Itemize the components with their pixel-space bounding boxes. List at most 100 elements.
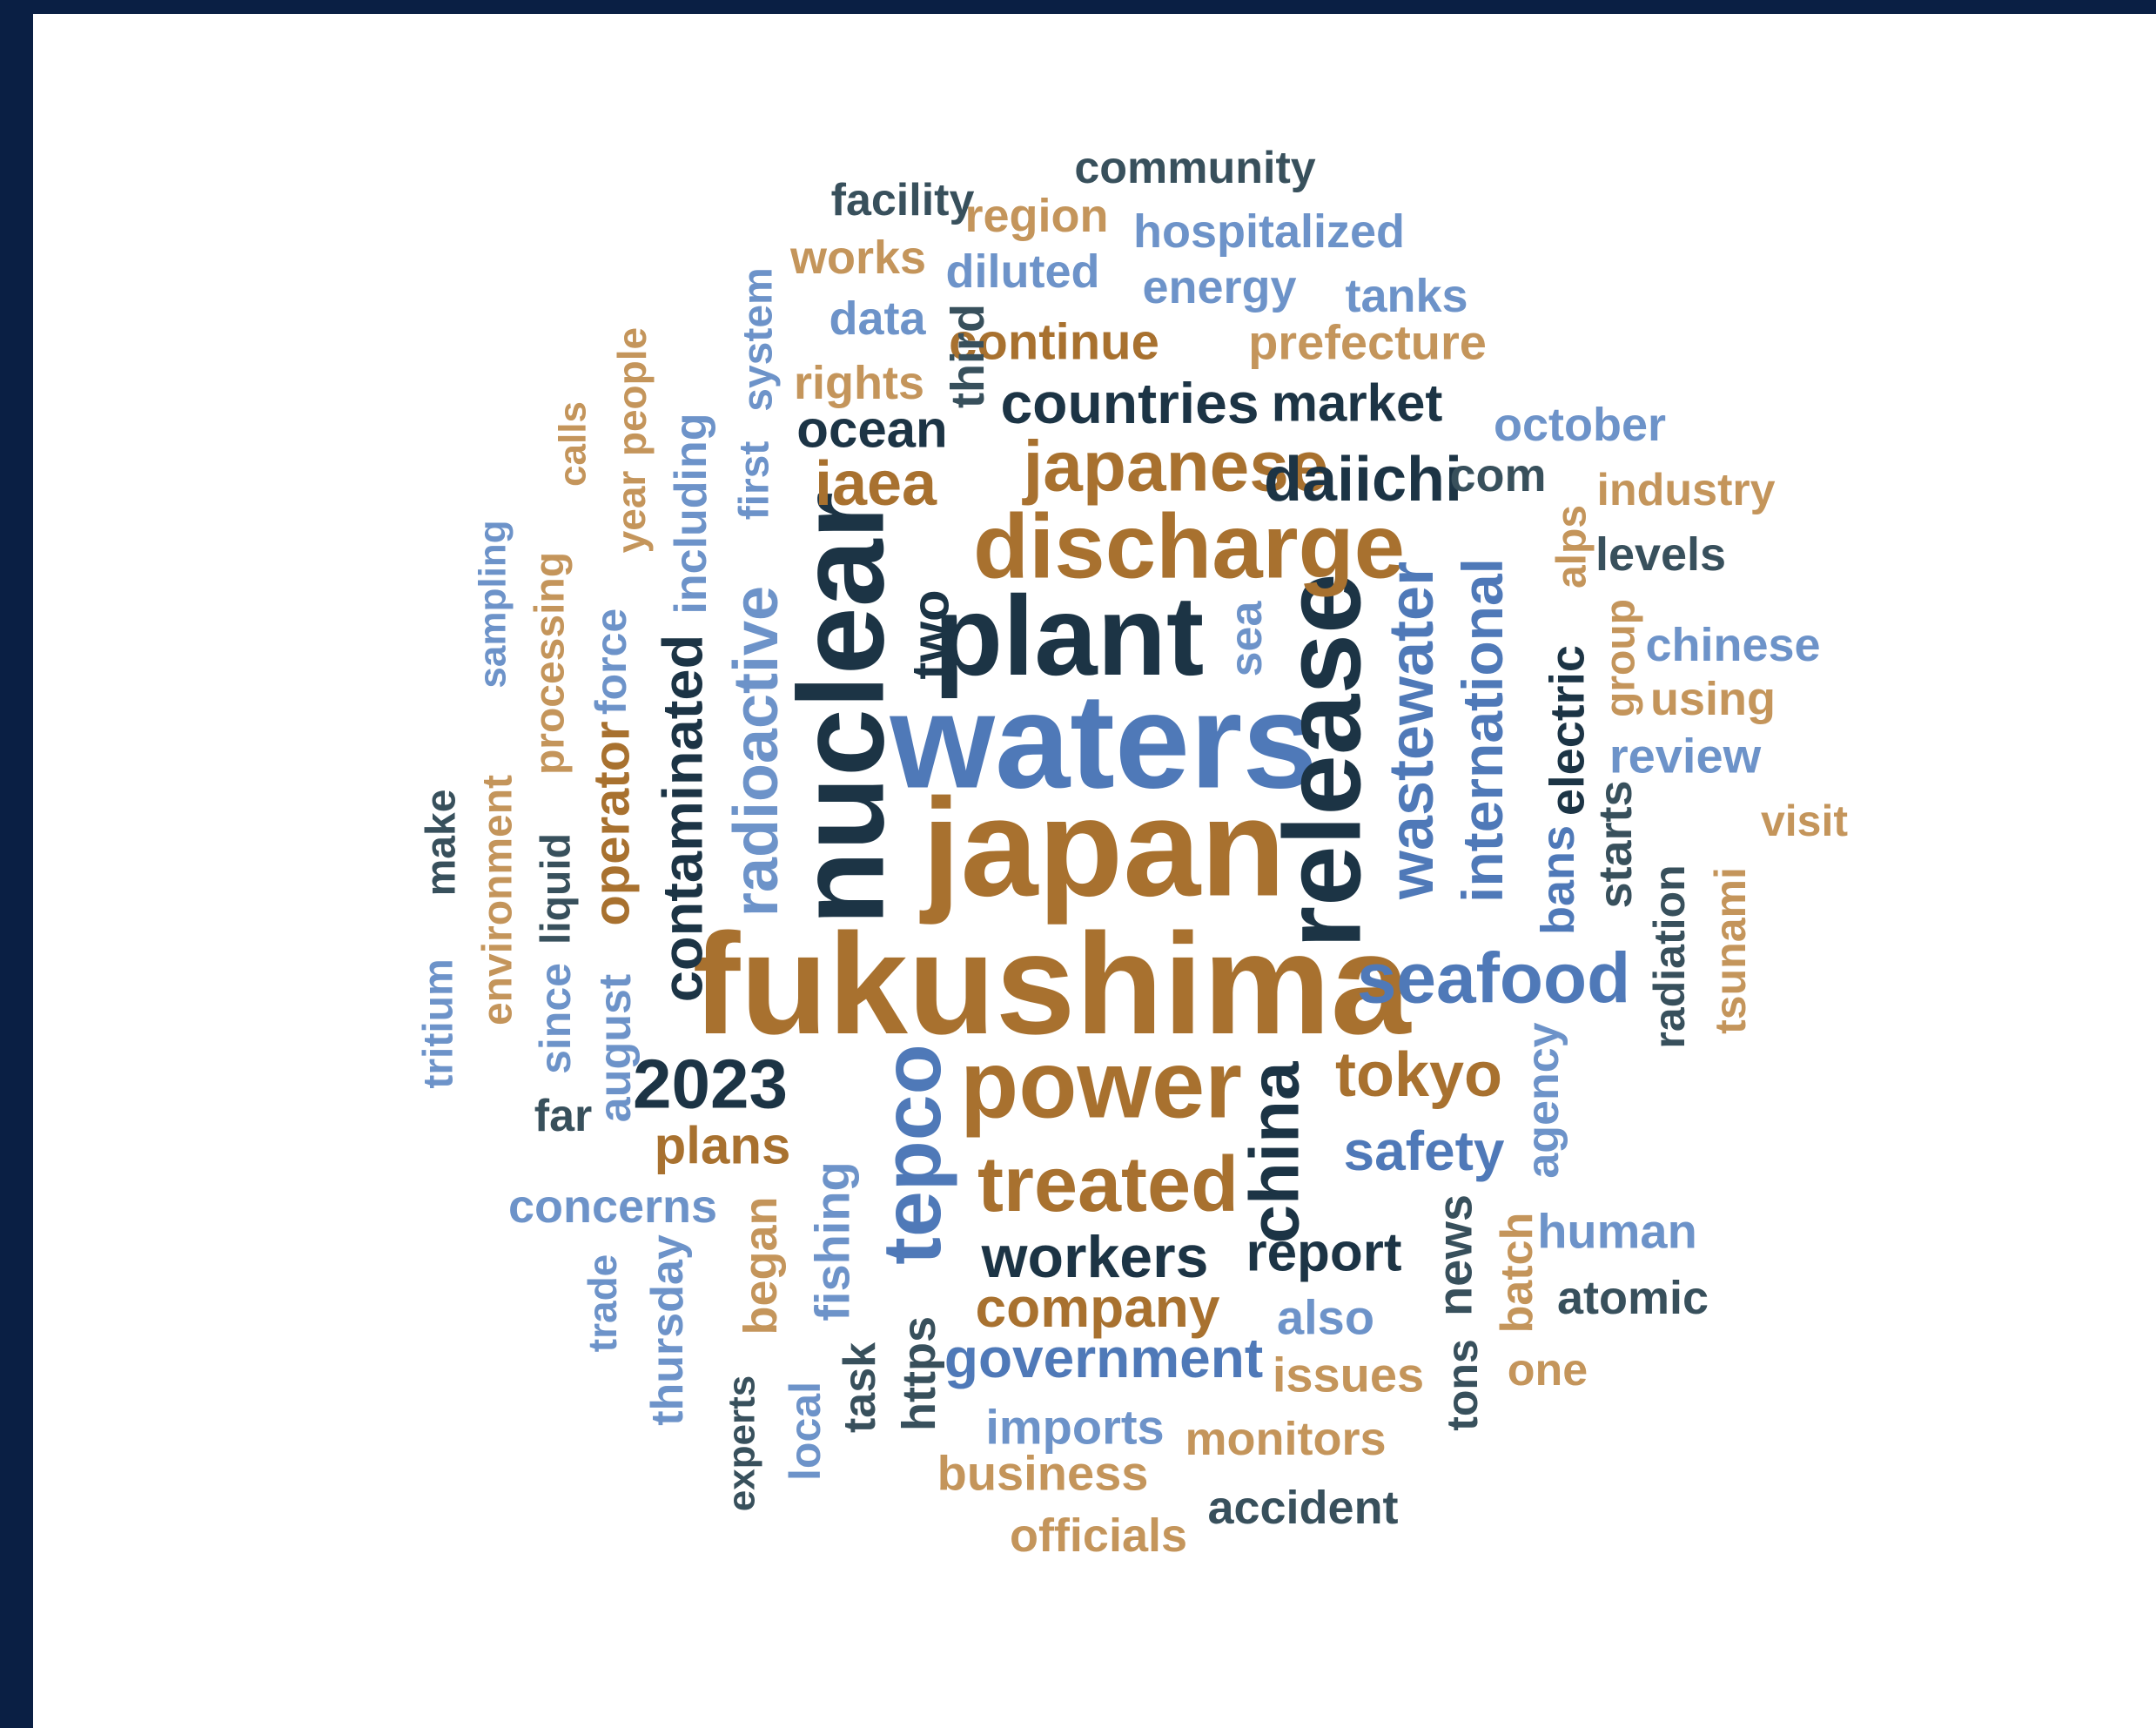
word-https: https bbox=[893, 1316, 945, 1431]
word-environment: environment bbox=[475, 775, 521, 1025]
word-third: third bbox=[942, 304, 994, 408]
word-china: china bbox=[1236, 1061, 1313, 1243]
word-visit: visit bbox=[1761, 797, 1848, 845]
word-ocean: ocean bbox=[796, 400, 947, 459]
word-radiation: radiation bbox=[1645, 864, 1694, 1048]
word-safety: safety bbox=[1344, 1120, 1505, 1182]
word-sampling: sampling bbox=[472, 520, 514, 688]
word-government: government bbox=[944, 1327, 1263, 1389]
word-chinese: chinese bbox=[1645, 619, 1820, 671]
word-power: power bbox=[960, 1032, 1242, 1139]
word-japan: japan bbox=[919, 770, 1286, 925]
word-data: data bbox=[829, 292, 926, 345]
word-liquid: liquid bbox=[534, 833, 580, 945]
word-discharge: discharge bbox=[973, 496, 1405, 598]
word-task: task bbox=[835, 1342, 885, 1433]
word-experts: experts bbox=[721, 1375, 763, 1512]
word-wastewater: wastewater bbox=[1377, 561, 1447, 900]
word-report: report bbox=[1246, 1223, 1401, 1283]
word-issues: issues bbox=[1273, 1348, 1424, 1402]
word-community: community bbox=[1074, 143, 1315, 193]
word-far: far bbox=[534, 1091, 592, 1141]
word-officials: officials bbox=[1010, 1509, 1187, 1562]
word-international: international bbox=[1450, 558, 1515, 903]
word-energy: energy bbox=[1142, 261, 1296, 313]
word-august: august bbox=[590, 974, 641, 1122]
word-atomic: atomic bbox=[1557, 1272, 1709, 1324]
word-japanese: japanese bbox=[1022, 427, 1329, 507]
word-release: release bbox=[1263, 574, 1384, 949]
word-accident: accident bbox=[1207, 1482, 1398, 1534]
word-news: news bbox=[1427, 1194, 1482, 1316]
word-plans: plans bbox=[655, 1117, 791, 1175]
word-concerns: concerns bbox=[508, 1180, 717, 1233]
word-make: make bbox=[419, 790, 465, 897]
word-calls: calls bbox=[552, 401, 594, 487]
word-tanks: tanks bbox=[1345, 270, 1468, 322]
word-daiichi: daiichi bbox=[1264, 445, 1462, 514]
word-rights: rights bbox=[794, 357, 924, 409]
word-cloud-panel: fukushima japan waters nuclear plant release d… bbox=[33, 14, 2156, 1728]
word-tons: tons bbox=[1438, 1339, 1487, 1431]
word-using: using bbox=[1650, 673, 1776, 725]
word-starts: starts bbox=[1589, 780, 1642, 908]
word-tsunami: tsunami bbox=[1706, 867, 1755, 1034]
word-plant: plant bbox=[934, 572, 1205, 699]
word-company: company bbox=[976, 1276, 1220, 1339]
word-2023: 2023 bbox=[633, 1046, 788, 1123]
word-tokyo: tokyo bbox=[1335, 1040, 1502, 1110]
word-thursday: thursday bbox=[642, 1234, 693, 1426]
word-force: force bbox=[587, 608, 635, 715]
word-market: market bbox=[1272, 374, 1443, 433]
word-alps: alps bbox=[1549, 505, 1595, 588]
word-com: com bbox=[1449, 449, 1546, 501]
word-sea: sea bbox=[1221, 601, 1272, 677]
word-contaminated: contaminated bbox=[651, 635, 715, 1003]
word-fukushima: fukushima bbox=[692, 904, 1411, 1064]
word-countries: countries bbox=[1000, 371, 1259, 435]
word-bans: bans bbox=[1532, 825, 1584, 935]
word-processing: processing bbox=[527, 552, 574, 775]
word-batch: batch bbox=[1492, 1213, 1542, 1334]
word-facility: facility bbox=[831, 175, 975, 225]
word-operator: operator bbox=[584, 721, 641, 925]
word-nuclear: nuclear bbox=[773, 492, 910, 925]
word-review: review bbox=[1609, 729, 1762, 783]
word-region: region bbox=[964, 190, 1108, 242]
word-system: system bbox=[735, 267, 782, 411]
word-trade: trade bbox=[580, 1254, 625, 1352]
word-business: business bbox=[937, 1446, 1149, 1501]
word-electric: electric bbox=[1540, 645, 1595, 816]
word-levels: levels bbox=[1595, 528, 1726, 581]
word-also: also bbox=[1277, 1290, 1374, 1345]
word-group: group bbox=[1598, 599, 1644, 717]
word-imports: imports bbox=[985, 1400, 1164, 1455]
word-human: human bbox=[1537, 1204, 1697, 1259]
word-industry: industry bbox=[1596, 465, 1775, 515]
word-began: began bbox=[735, 1196, 787, 1335]
word-people: people bbox=[609, 327, 655, 456]
word-october: october bbox=[1494, 399, 1666, 451]
word-local: local bbox=[781, 1382, 829, 1481]
word-prefecture: prefecture bbox=[1248, 315, 1487, 370]
word-works: works bbox=[789, 232, 926, 284]
word-two: two bbox=[902, 589, 960, 679]
word-fishing: fishing bbox=[805, 1161, 860, 1321]
word-monitors: monitors bbox=[1185, 1413, 1386, 1465]
word-waters: waters bbox=[889, 666, 1317, 817]
word-seafood: seafood bbox=[1357, 939, 1630, 1019]
word-first: first bbox=[732, 441, 778, 521]
word-tritium: tritium bbox=[416, 958, 462, 1088]
word-since: since bbox=[531, 963, 580, 1074]
word-hospitalized: hospitalized bbox=[1133, 205, 1405, 258]
word-year: year bbox=[608, 471, 654, 554]
word-diluted: diluted bbox=[946, 245, 1100, 298]
word-tepco: tepco bbox=[866, 1044, 958, 1264]
word-including: including bbox=[666, 413, 716, 614]
word-one: one bbox=[1508, 1345, 1588, 1395]
word-agency: agency bbox=[1518, 1022, 1568, 1178]
word-radioactive: radioactive bbox=[722, 586, 791, 917]
word-treated: treated bbox=[977, 1141, 1239, 1228]
word-iaea: iaea bbox=[815, 449, 937, 519]
